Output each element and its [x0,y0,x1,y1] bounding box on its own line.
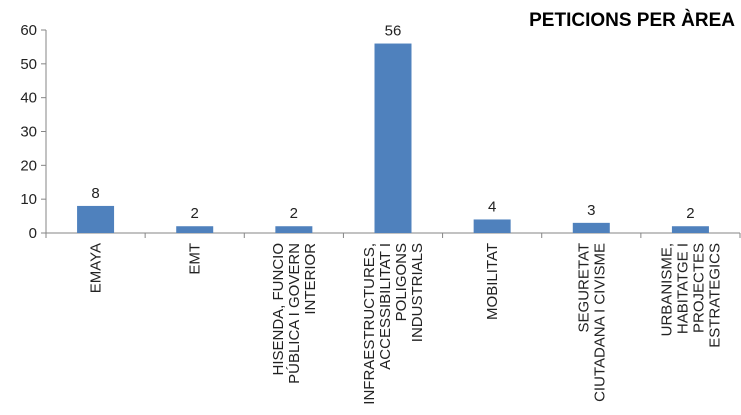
bar [176,226,214,233]
y-tick-label: 0 [29,225,37,242]
x-tick-label: MOBILITAT [484,243,501,320]
x-tick-label-line: ACCESSIBILITAT I [377,243,394,370]
x-tick-label-line: MOBILITAT [484,243,501,320]
y-tick-label: 40 [20,90,37,107]
x-tick-label-line: INDUSTRIALS [409,243,426,342]
chart-title: PETICIONS PER ÀREA [529,10,735,31]
x-tick-label-line: SEGURETAT [575,243,592,332]
x-tick-label: URBANISME, HABITATGE I PROJECTES ESTRATEGIC… [658,243,723,348]
x-tick-label-line: HABITATGE I [674,243,691,334]
data-label: 56 [385,23,402,40]
x-tick-label: EMT [187,243,204,275]
data-label: 2 [191,205,199,222]
bar [77,205,115,233]
x-tick-label-line: INFRAESTRUCTURES, [361,243,378,405]
x-tick-label-line: HISENDA, FUNCIO [270,243,287,376]
data-label: 3 [587,202,595,219]
x-tick-label: EMAYA [88,243,105,293]
y-tick-label: 30 [20,124,37,141]
y-tick-label: 50 [20,56,37,73]
x-tick-label-line: EMT [187,243,204,275]
x-tick-label-line: EMAYA [88,243,105,293]
x-tick-label-line: URBANISME, [658,243,675,336]
x-tick-label-line: CIUTADANA I CIVISME [591,243,608,402]
y-tick-label: 20 [20,157,37,174]
data-label: 8 [91,185,99,202]
bar [671,226,709,233]
bar [275,226,313,233]
x-tick-label-line: ESTRATEGICS [706,243,723,348]
bar [473,219,511,233]
x-tick-label-line: INTERIOR [302,243,319,315]
bar [572,222,610,233]
data-label: 2 [686,205,694,222]
y-tick-label: 10 [20,191,37,208]
x-tick-label-line: PÚBLICA I GOVERN [286,243,303,384]
x-tick-label-line: PROJECTES [690,243,707,333]
bar [374,43,412,234]
data-label: 4 [488,198,496,215]
x-tick-label: HISENDA, FUNCIO PÚBLICA I GOVERN INTERIOR [270,243,319,384]
y-tick-label: 60 [20,22,37,39]
x-tick-label-line: POLIGONS [393,243,410,321]
x-tick-label: INFRAESTRUCTURES, ACCESSIBILITAT I POLIGON… [361,243,426,405]
data-label: 2 [290,205,298,222]
x-tick-label: SEGURETAT CIUTADANA I CIVISME [575,243,608,402]
